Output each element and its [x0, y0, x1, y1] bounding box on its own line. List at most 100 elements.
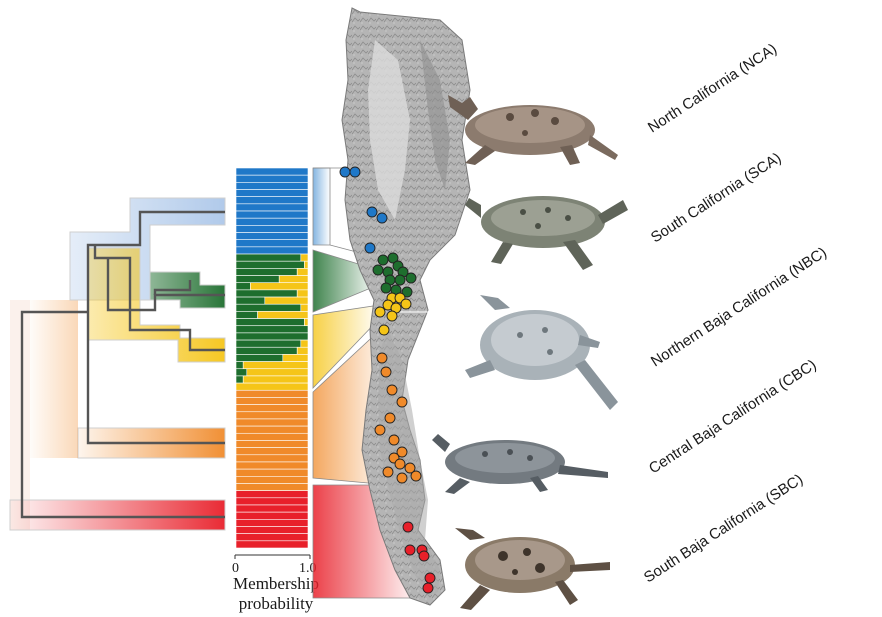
sample-point-green: [372, 264, 384, 276]
membership-bar-orange: [235, 425, 309, 434]
membership-bar-orange: [235, 389, 309, 398]
membership-bar-green: [235, 339, 302, 348]
membership-bar-green: [235, 282, 251, 291]
membership-probability-plot: 0 1.0 Membership probability: [232, 167, 319, 613]
membership-bar-secondary: [242, 375, 309, 384]
sample-point-green: [401, 286, 413, 298]
membership-bar-secondary: [304, 260, 309, 269]
sample-point-orange: [384, 412, 396, 424]
horned-lizard-sca-icon: [465, 196, 628, 270]
membership-bar-green: [235, 361, 244, 370]
membership-bar-blue: [235, 189, 309, 197]
membership-bar-red: [235, 533, 309, 542]
membership-bar-green: [235, 289, 298, 298]
membership-bar-blue: [235, 232, 309, 240]
membership-bar-blue: [235, 239, 309, 248]
membership-bar-green: [235, 332, 309, 341]
sample-point-green: [405, 272, 417, 284]
sample-point-orange: [376, 352, 388, 364]
membership-bar-secondary: [296, 289, 309, 298]
label-nbc: Northern Baja California (NBC): [648, 244, 830, 370]
sample-point-green: [377, 254, 389, 266]
membership-bars: [235, 167, 309, 549]
label-sca: South California (SCA): [648, 149, 785, 246]
clade-shade-nbc-yellow: [87, 247, 226, 363]
membership-bar-blue: [235, 196, 309, 205]
label-sbc: South Baja California (SBC): [641, 471, 806, 587]
membership-bar-blue: [235, 167, 309, 176]
sample-point-orange: [374, 424, 386, 436]
clade-shade-sbc: [9, 499, 226, 531]
membership-bar-orange: [235, 468, 309, 477]
axis-title-line1: Membership: [233, 574, 319, 593]
membership-bar-orange: [235, 404, 309, 413]
sample-point-orange: [380, 366, 392, 378]
membership-bar-orange: [235, 432, 309, 441]
horned-lizard-sbc-icon: [455, 528, 610, 610]
membership-bar-orange: [235, 440, 309, 448]
wedge-blue: [312, 167, 331, 246]
sample-point-blue: [349, 166, 361, 178]
sample-point-orange: [410, 470, 422, 482]
tree-branches: [20, 210, 225, 519]
sample-point-orange: [388, 434, 400, 446]
membership-bar-green: [235, 260, 305, 269]
membership-bar-red: [235, 526, 309, 534]
membership-bar-red: [235, 511, 309, 520]
sample-point-green: [394, 274, 406, 286]
membership-bar-green: [235, 346, 298, 355]
sierra-ridge: [420, 40, 450, 190]
membership-bar-red: [235, 490, 309, 499]
membership-bar-yellow: [235, 382, 309, 391]
sample-point-yellow: [374, 306, 386, 318]
sample-point-yellow: [400, 298, 412, 310]
membership-bar-green: [235, 296, 266, 305]
membership-bar-blue: [235, 182, 309, 190]
membership-bar-secondary: [304, 318, 309, 327]
sample-point-orange: [382, 466, 394, 478]
membership-bar-blue: [235, 246, 309, 255]
membership-bar-orange: [235, 447, 309, 456]
membership-bar-orange: [235, 454, 309, 463]
membership-bar-secondary: [246, 368, 309, 377]
sample-points: [339, 166, 436, 594]
sample-point-yellow: [378, 324, 390, 336]
population-labels: North California (NCA) South California …: [641, 40, 830, 586]
membership-bar-green: [235, 375, 244, 384]
membership-bar-green: [235, 253, 302, 262]
sample-point-orange: [404, 462, 416, 474]
sample-point-orange: [386, 384, 398, 396]
axis-tick-label-max: 1.0: [299, 561, 317, 576]
sample-point-red: [402, 521, 414, 533]
phylogenetic-tree: [9, 197, 226, 531]
membership-bar-orange: [235, 461, 309, 470]
membership-bar-secondary: [296, 268, 309, 276]
membership-bar-secondary: [300, 339, 309, 348]
membership-bar-secondary: [300, 303, 309, 312]
axis-title-line2: probability: [239, 594, 314, 613]
horned-lizard-cbc-icon: [432, 434, 608, 494]
label-nca: North California (NCA): [645, 40, 780, 136]
sample-point-red: [422, 582, 434, 594]
membership-bar-orange: [235, 483, 309, 491]
membership-bar-blue: [235, 203, 309, 212]
sample-point-orange: [396, 446, 408, 458]
axis-tick-label-min: 0: [232, 561, 239, 576]
membership-bar-blue: [235, 225, 309, 233]
sample-point-orange: [396, 472, 408, 484]
membership-bar-red: [235, 504, 309, 513]
sample-point-blue: [366, 206, 378, 218]
horned-lizard-nca-icon: [448, 95, 618, 165]
membership-bar-green: [235, 368, 248, 377]
sample-point-blue: [339, 166, 351, 178]
lizard-illustrations: [432, 95, 628, 610]
label-cbc: Central Baja California (CBC): [646, 356, 820, 477]
membership-bar-secondary: [282, 354, 309, 362]
membership-bar-green: [235, 275, 280, 284]
membership-bar-orange: [235, 397, 309, 405]
membership-bar-secondary: [250, 282, 309, 291]
membership-bar-green: [235, 354, 284, 362]
membership-bar-red: [235, 497, 309, 506]
membership-bar-green: [235, 303, 302, 312]
membership-bar-orange: [235, 418, 309, 427]
